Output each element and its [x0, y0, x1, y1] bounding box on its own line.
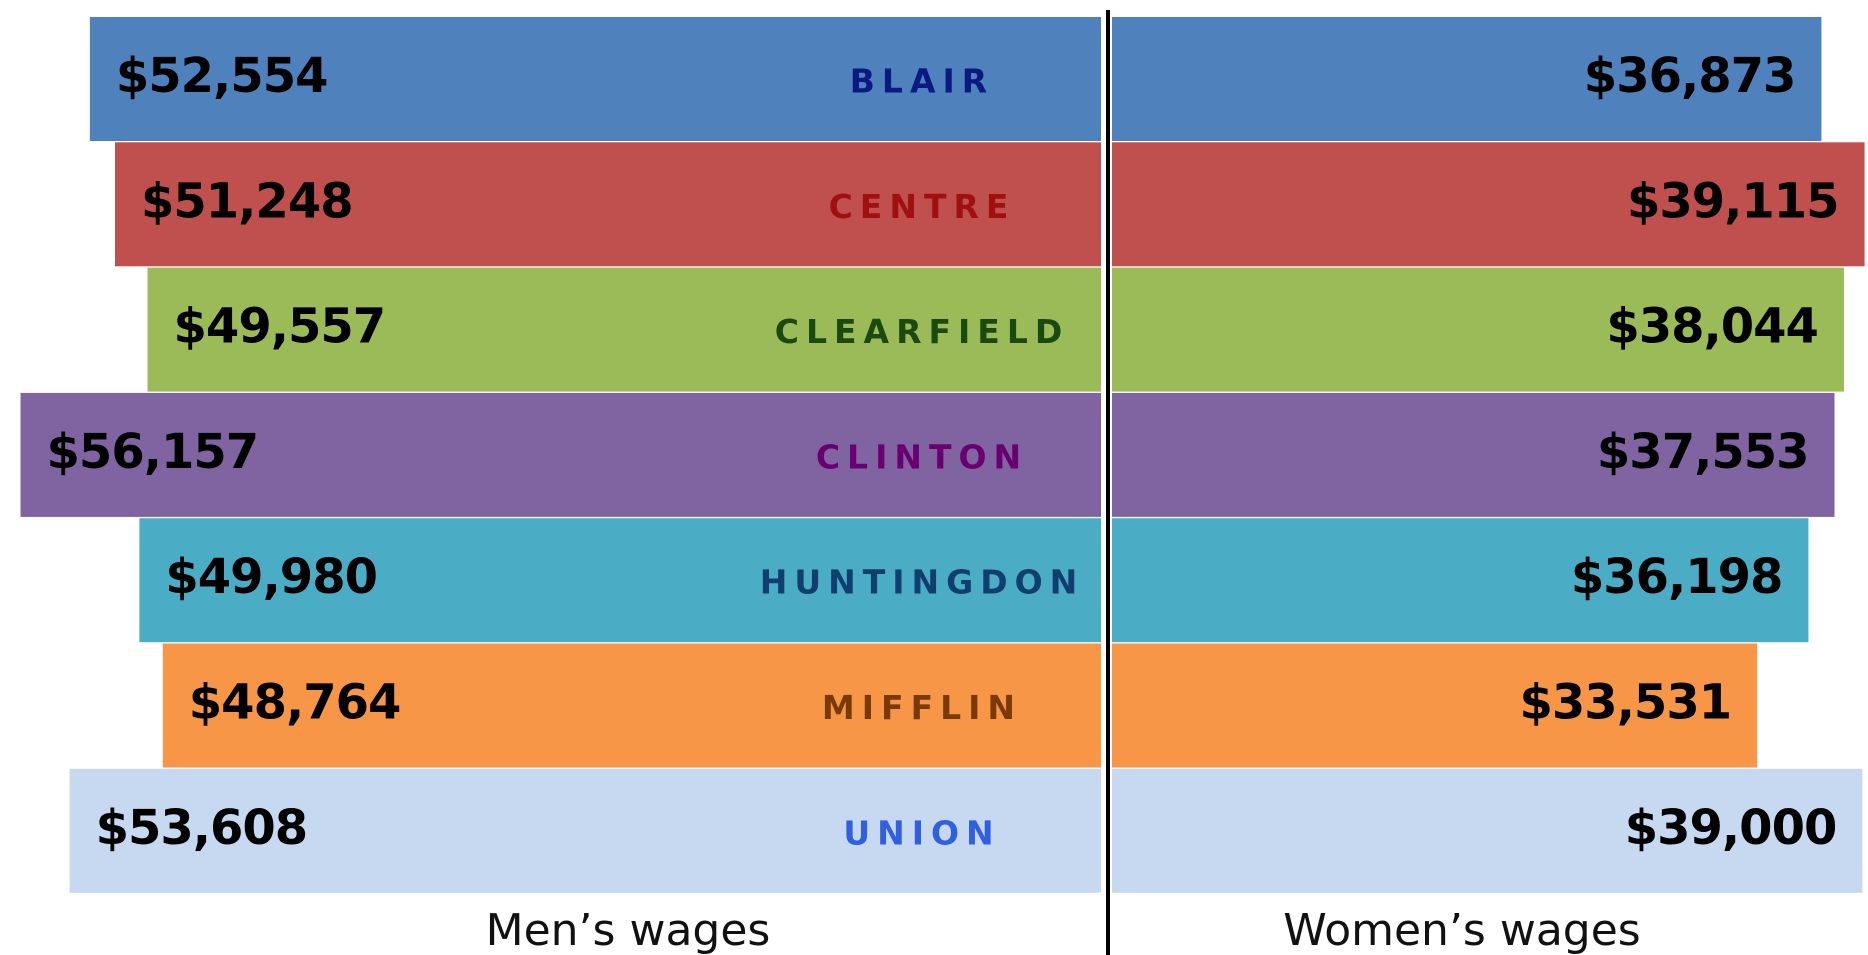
category-label: HUNTINGDON: [760, 563, 1085, 602]
value-label: $56,157: [47, 424, 259, 480]
value-label: $37,553: [1597, 424, 1809, 480]
bar: [139, 518, 1102, 643]
bar: [147, 267, 1101, 392]
bar: [1112, 17, 1822, 141]
bar: [1112, 392, 1835, 517]
axis-label: Men’s wages: [486, 905, 771, 955]
bar: [1112, 768, 1863, 893]
bar: [20, 392, 1102, 517]
bar: [89, 17, 1102, 141]
value-label: $51,248: [141, 173, 353, 229]
value-label: $33,531: [1520, 675, 1732, 731]
category-label: BLAIR: [850, 62, 994, 101]
bar: [114, 142, 1102, 267]
value-label: $36,873: [1584, 48, 1796, 104]
bar: [1112, 518, 1809, 643]
category-label: CLEARFIELD: [775, 312, 1070, 351]
bar: [162, 643, 1101, 768]
value-label: $48,764: [189, 675, 401, 731]
value-label: $36,198: [1571, 549, 1783, 605]
category-label: CLINTON: [816, 437, 1028, 476]
value-label: $52,554: [116, 48, 328, 104]
value-label: $49,980: [165, 549, 377, 605]
axis-label: Women’s wages: [1283, 905, 1640, 955]
bar: [1112, 142, 1865, 267]
bar: [69, 768, 1102, 893]
category-label: CENTRE: [829, 187, 1016, 226]
category-label: MIFFLIN: [822, 688, 1022, 727]
value-label: $39,000: [1625, 800, 1837, 856]
value-label: $38,044: [1606, 299, 1818, 355]
bar: [1112, 267, 1844, 392]
bar: [1112, 643, 1758, 768]
value-label: $39,115: [1627, 173, 1839, 229]
category-label: UNION: [843, 813, 1000, 852]
value-label: $49,557: [174, 299, 386, 355]
value-label: $53,608: [96, 800, 308, 856]
